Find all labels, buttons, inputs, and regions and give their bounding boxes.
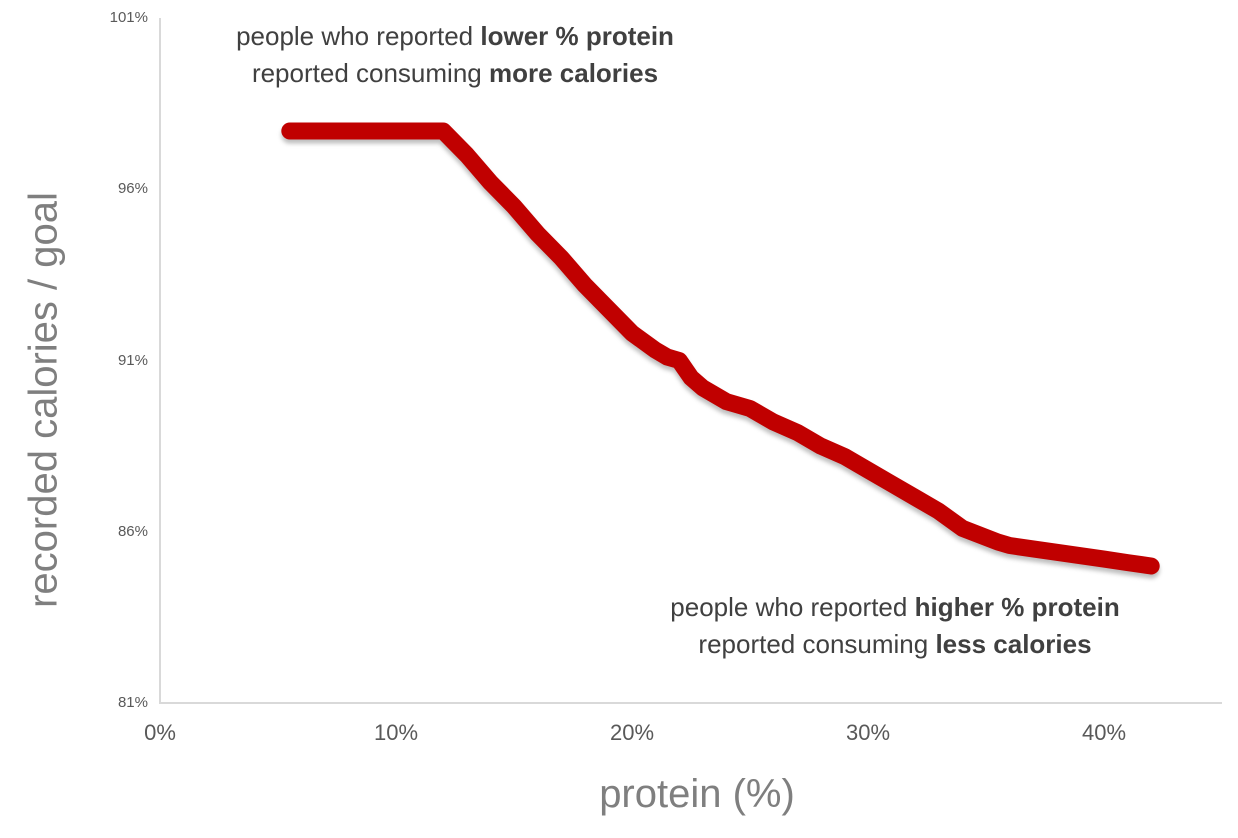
y-axis-title: recorded calories / goal bbox=[21, 192, 66, 608]
annotation-line: reported consuming less calories bbox=[698, 629, 1092, 659]
high-protein-note: people who reported higher % protein repo… bbox=[670, 589, 1119, 663]
low-protein-note: people who reported lower % protein repor… bbox=[236, 18, 674, 92]
x-tick-label: 20% bbox=[609, 720, 655, 745]
y-tick-label: 86% bbox=[117, 522, 148, 540]
x-tick-label: 30% bbox=[845, 720, 891, 745]
y-tick-label: 91% bbox=[117, 351, 148, 369]
x-tick-label: 10% bbox=[373, 720, 419, 745]
y-tick-label: 96% bbox=[117, 180, 148, 198]
x-tick-label: 40% bbox=[1081, 720, 1127, 745]
axis-lines bbox=[159, 18, 1222, 704]
annotation-line: people who reported lower % protein bbox=[236, 21, 674, 51]
x-tick-label: 0% bbox=[144, 720, 176, 745]
data-line-series bbox=[281, 122, 1160, 575]
annotation-line: reported consuming more calories bbox=[251, 58, 659, 88]
annotation-line: people who reported higher % protein bbox=[670, 592, 1120, 622]
y-tick-label: 101% bbox=[109, 9, 148, 26]
x-axis-title: protein (%) bbox=[599, 772, 795, 816]
y-tick-label: 81% bbox=[117, 694, 148, 711]
